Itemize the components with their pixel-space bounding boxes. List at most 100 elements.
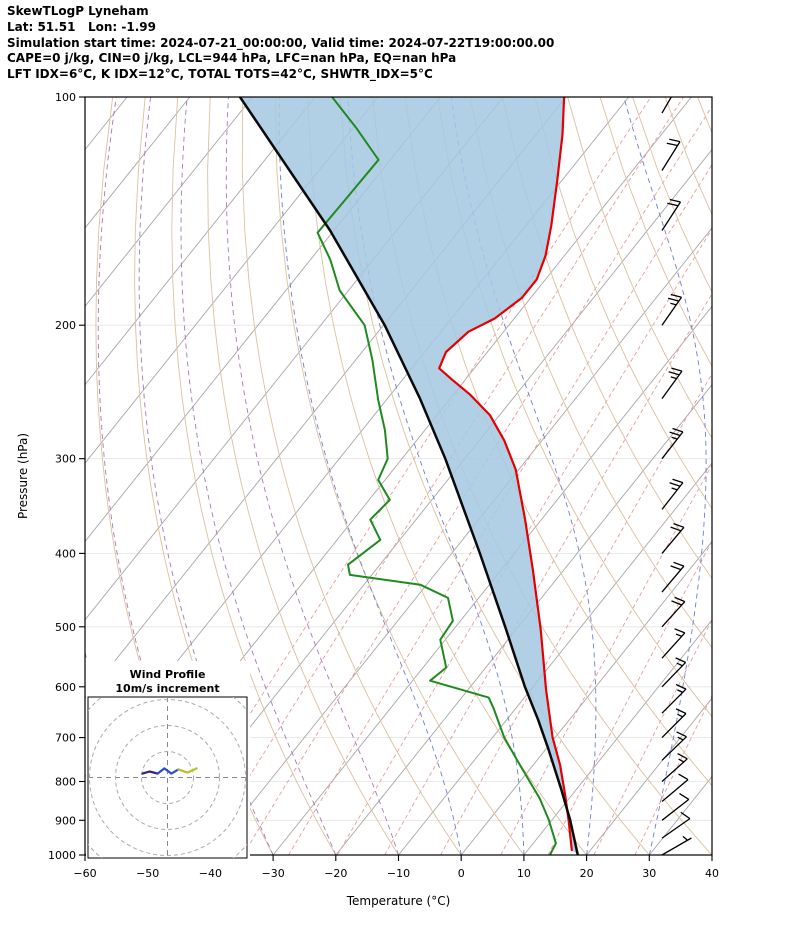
barb-feather [673,522,685,528]
barb-staff [661,713,687,739]
x-tick-label: 0 [458,867,465,880]
barb-feather [678,773,689,781]
wind-barb [661,293,683,326]
y-tick-label: 200 [55,319,76,332]
barb-half-feather [671,487,678,491]
wind-barb [661,683,687,714]
dry-adiabat-line [632,97,712,293]
barb-feather [675,708,687,715]
y-tick-label: 100 [55,91,76,104]
dry-adiabat-line [664,97,712,216]
dry-adiabat-line [730,97,794,855]
y-tick-label: 400 [55,547,76,560]
isotherm-line [398,462,712,855]
barb-feather [673,561,685,567]
wind-barb [661,793,690,821]
isotherm-line [711,854,712,855]
moist-adiabat-line [347,97,525,855]
mixing-ratio-line [440,372,712,855]
dry-adiabat-line [207,97,399,855]
isotherm-line [335,384,712,855]
barb-feather [679,793,690,800]
barb-staff [661,565,685,593]
isotherm-line [523,619,712,855]
barb-staff [661,141,681,171]
barb-feather [670,565,682,571]
isotherm-line [85,97,316,386]
mixing-ratio-line [200,97,684,855]
hodograph-grid [88,697,247,858]
hodograph-trace-segment [156,767,180,775]
wind-barb [661,811,691,839]
profile-curves [238,97,580,855]
x-tick-label: −60 [73,867,96,880]
barb-feather [667,202,679,207]
barb-staff [661,758,688,782]
wind-barb [661,198,682,231]
chart-title: SkewTLogP Lyneham [7,4,149,18]
stability-indices-2: LFT IDX=6°C, K IDX=12°C, TOTAL TOTS=42°C… [7,67,433,81]
barb-feather [672,478,684,484]
barb-staff [661,482,684,510]
barb-feather [668,297,680,302]
isotherm-line [272,305,712,855]
x-tick-label: 40 [705,867,719,880]
y-tick-label: 1000 [48,849,76,862]
dewpoint-curve [316,97,557,855]
barb-feather [669,198,681,203]
barb-feather [674,596,686,603]
barb-half-feather [677,713,684,718]
stability-indices-1: CAPE=0 j/kg, CIN=0 j/kg, LCL=944 hPa, LF… [7,51,457,65]
moist-adiabat-line [180,97,337,855]
barb-staff [661,779,689,802]
dry-adiabat-line [469,97,712,649]
hodograph-ring [89,699,246,856]
mixing-ratio-line [337,228,712,855]
wind-barb [661,835,692,855]
moist-adiabat-line [623,97,707,855]
barb-staff [661,661,687,688]
barb-staff [661,818,691,839]
y-tick-label: 900 [55,814,76,827]
isotherm-line [586,697,712,855]
barb-feather [676,731,687,738]
hodograph-trace-segment [141,770,159,775]
x-tick-label: −10 [387,867,410,880]
dry-adiabat-line [599,97,712,367]
barb-feather [669,431,681,437]
y-tick-label: 700 [55,732,76,745]
x-axis-label: Temperature (°C) [346,894,451,908]
mixing-ratio-line [593,619,712,855]
barb-feather [669,482,681,487]
temperature-curve [438,97,573,852]
dry-adiabat-line [534,97,712,510]
wind-barb [661,138,681,171]
barb-staff [661,601,686,628]
mixing-ratio-line [634,694,712,855]
barb-half-feather [670,302,677,306]
dry-adiabat-line [437,97,712,718]
y-tick-label: 800 [55,776,76,789]
dry-adiabat-line [307,97,587,855]
barb-half-feather [678,758,685,763]
barb-feather [670,293,682,298]
barb-half-feather [677,736,684,741]
hodograph-ring [115,725,220,830]
barb-feather [672,427,684,433]
barb-half-feather [671,87,677,88]
barb-staff [661,837,692,855]
barb-staff [661,632,686,659]
hodograph-border [87,696,248,859]
moist-adiabat-line [278,97,462,855]
y-tick-label: 600 [55,681,76,694]
dry-adiabat-line [241,97,462,855]
barb-half-feather [682,835,688,841]
y-tick-label: 300 [55,453,76,466]
dry-adiabat-line [502,97,712,580]
isotherm-line [460,540,712,855]
barb-staff [661,688,687,714]
x-tick-label: −40 [199,867,222,880]
isotherm-line [85,97,253,308]
wind-barb [661,708,687,739]
